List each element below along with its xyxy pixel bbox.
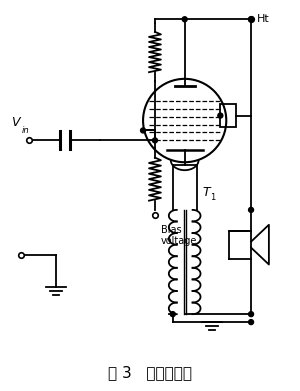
Text: Bias
voltage: Bias voltage	[161, 225, 197, 246]
Text: 图 3   阴极输出器: 图 3 阴极输出器	[108, 365, 192, 380]
Text: T: T	[202, 185, 210, 199]
Circle shape	[182, 17, 187, 22]
Text: 1: 1	[210, 194, 216, 203]
Text: V: V	[11, 116, 20, 129]
Circle shape	[152, 138, 158, 143]
Circle shape	[170, 312, 175, 317]
Circle shape	[249, 312, 254, 317]
Circle shape	[249, 207, 254, 212]
Circle shape	[141, 128, 146, 133]
Circle shape	[249, 17, 254, 22]
Circle shape	[249, 319, 254, 325]
Circle shape	[218, 113, 223, 118]
Bar	[220, 104, 236, 127]
Text: in: in	[21, 126, 29, 135]
Text: Ht: Ht	[257, 14, 270, 24]
